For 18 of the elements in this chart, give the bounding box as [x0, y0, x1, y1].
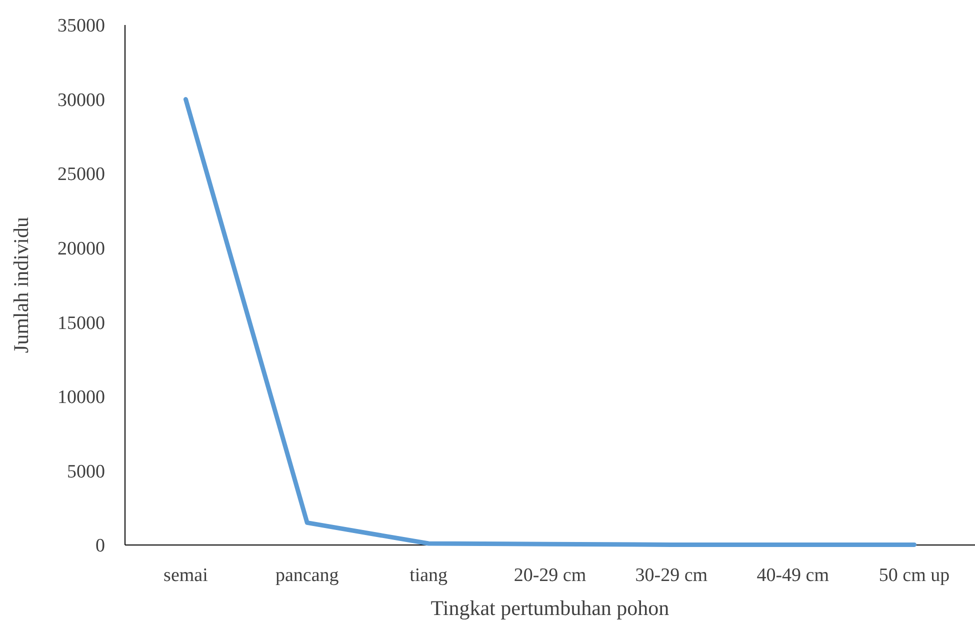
- y-tick-label: 5000: [67, 461, 105, 482]
- y-tick-label: 15000: [58, 312, 105, 334]
- y-tick-label: 25000: [58, 164, 105, 186]
- x-tick-label: 30-29 cm: [635, 565, 708, 586]
- x-tick-label: pancang: [275, 565, 340, 586]
- y-tick-label: 10000: [58, 387, 105, 408]
- x-tick-label: 20-29 cm: [514, 565, 586, 586]
- line-series: [183, 97, 917, 547]
- x-tick-label: tiang: [410, 565, 448, 586]
- y-tick-label: 20000: [58, 238, 105, 260]
- x-tick-label: semai: [164, 565, 208, 586]
- y-tick-label: 0: [96, 536, 105, 557]
- y-tick-label: 35000: [58, 16, 105, 37]
- x-axis-title: Tingkat pertumbuhan pohon: [430, 596, 670, 620]
- x-tick-label: 50 cm up: [878, 565, 950, 586]
- y-axis-title: Jumlah individu: [9, 216, 33, 353]
- x-tick-label: 40-49 cm: [756, 565, 830, 586]
- y-tick-label: 30000: [58, 90, 105, 111]
